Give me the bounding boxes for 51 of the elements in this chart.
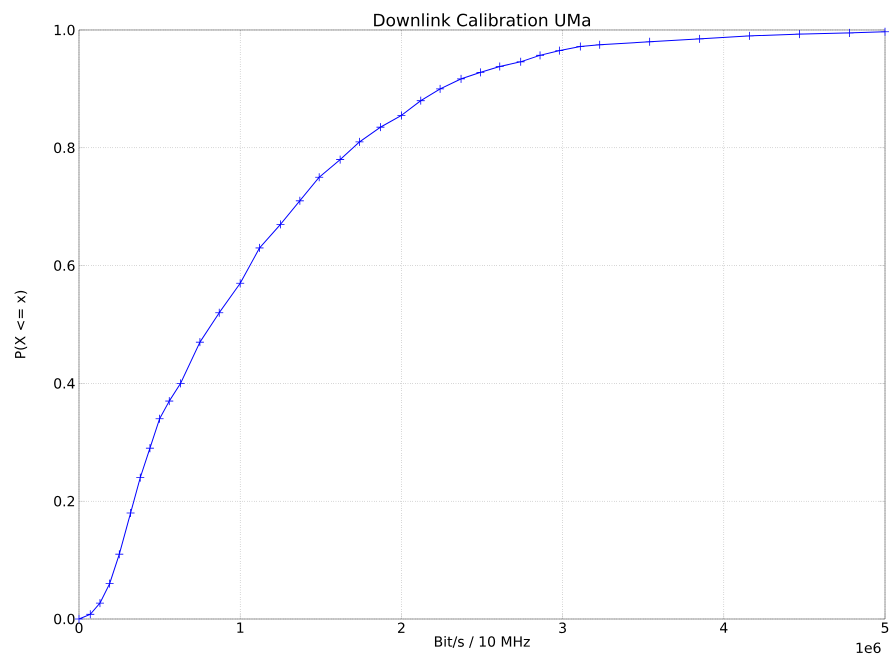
point — [436, 84, 444, 94]
y-tick-label: 0.4 — [54, 378, 75, 389]
point — [136, 473, 145, 482]
point — [86, 610, 95, 619]
point — [74, 614, 84, 624]
point — [146, 444, 154, 453]
point — [536, 50, 544, 60]
point — [695, 34, 704, 44]
x-axis-title: Bit/s / 10 MHz — [434, 636, 530, 648]
y-tick-label: 0.8 — [54, 142, 75, 154]
point — [105, 579, 114, 588]
point — [276, 220, 285, 229]
point — [96, 598, 104, 608]
y-tick-label: 0.6 — [54, 260, 75, 271]
point — [476, 68, 485, 77]
point — [880, 27, 890, 36]
point — [314, 172, 324, 182]
point — [155, 414, 164, 424]
point — [595, 40, 604, 50]
y-tick-label: 0.0 — [54, 614, 75, 624]
y-tick-label: 1.0 — [54, 24, 75, 36]
y-tick-label: 0.2 — [54, 496, 74, 506]
point — [645, 37, 654, 46]
point — [176, 379, 185, 388]
x-tick-label: 3 — [559, 622, 566, 634]
point — [495, 62, 504, 71]
point — [376, 122, 385, 132]
y-axis-title: P(X <= x) — [14, 290, 28, 358]
point — [516, 57, 526, 66]
x-tick-label: 4 — [720, 622, 728, 633]
point — [295, 196, 304, 206]
point — [214, 308, 224, 318]
point — [397, 110, 406, 120]
point — [336, 155, 345, 164]
x-tick-label: 2 — [398, 622, 404, 633]
point — [236, 278, 245, 288]
point — [255, 244, 264, 252]
chart-title: Downlink Calibration UMa — [374, 13, 590, 26]
point — [355, 138, 364, 146]
text: 1e6 — [856, 642, 881, 654]
point — [554, 46, 564, 56]
x-tick-label: 0 — [75, 622, 83, 634]
x-tick-label: 5 — [882, 622, 888, 633]
point — [196, 338, 204, 347]
point — [164, 396, 174, 406]
point — [114, 550, 124, 559]
point — [126, 508, 135, 518]
point — [576, 42, 585, 51]
point — [456, 74, 466, 84]
x-tick-label: 1 — [237, 622, 244, 633]
point — [416, 96, 426, 106]
